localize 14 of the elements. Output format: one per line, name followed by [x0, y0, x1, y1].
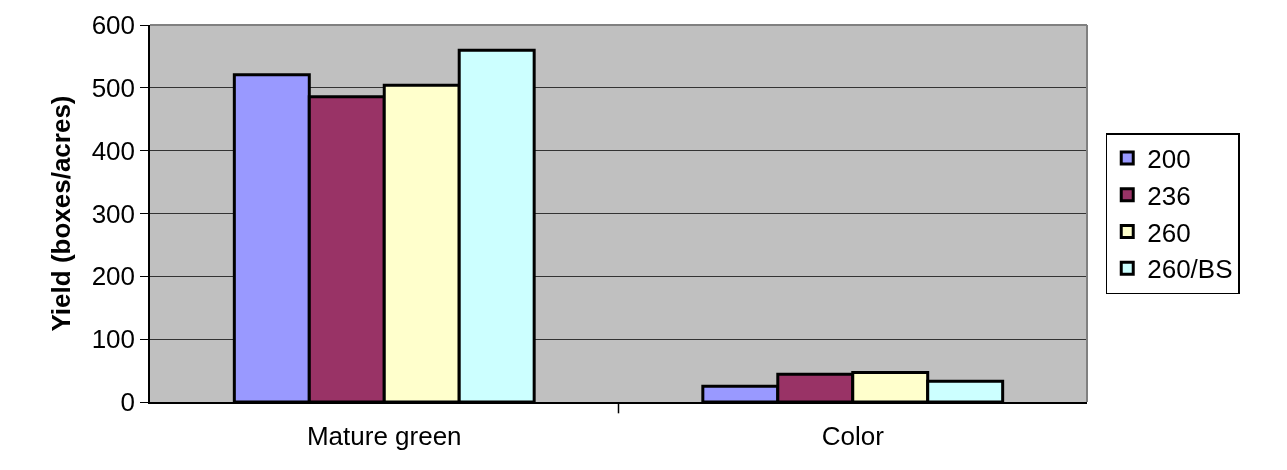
x-tick-label: Mature green: [306, 420, 462, 451]
legend-label: 260/BS: [1147, 254, 1233, 285]
y-tick-label: 300: [91, 198, 136, 229]
y-tick-label: 600: [91, 10, 136, 41]
legend-label: 200: [1147, 144, 1191, 175]
y-tick-label: 0: [120, 387, 136, 418]
legend-label: 236: [1147, 180, 1191, 211]
y-tick-label: 100: [91, 324, 136, 355]
legend-label: 260: [1147, 217, 1191, 248]
y-tick-label: 200: [91, 261, 136, 292]
x-tick-label: Color: [821, 420, 885, 451]
y-tick-label: 500: [91, 72, 136, 103]
y-tick-label: 400: [91, 135, 136, 166]
y-axis-title: Yield (boxes/acres): [45, 95, 76, 332]
